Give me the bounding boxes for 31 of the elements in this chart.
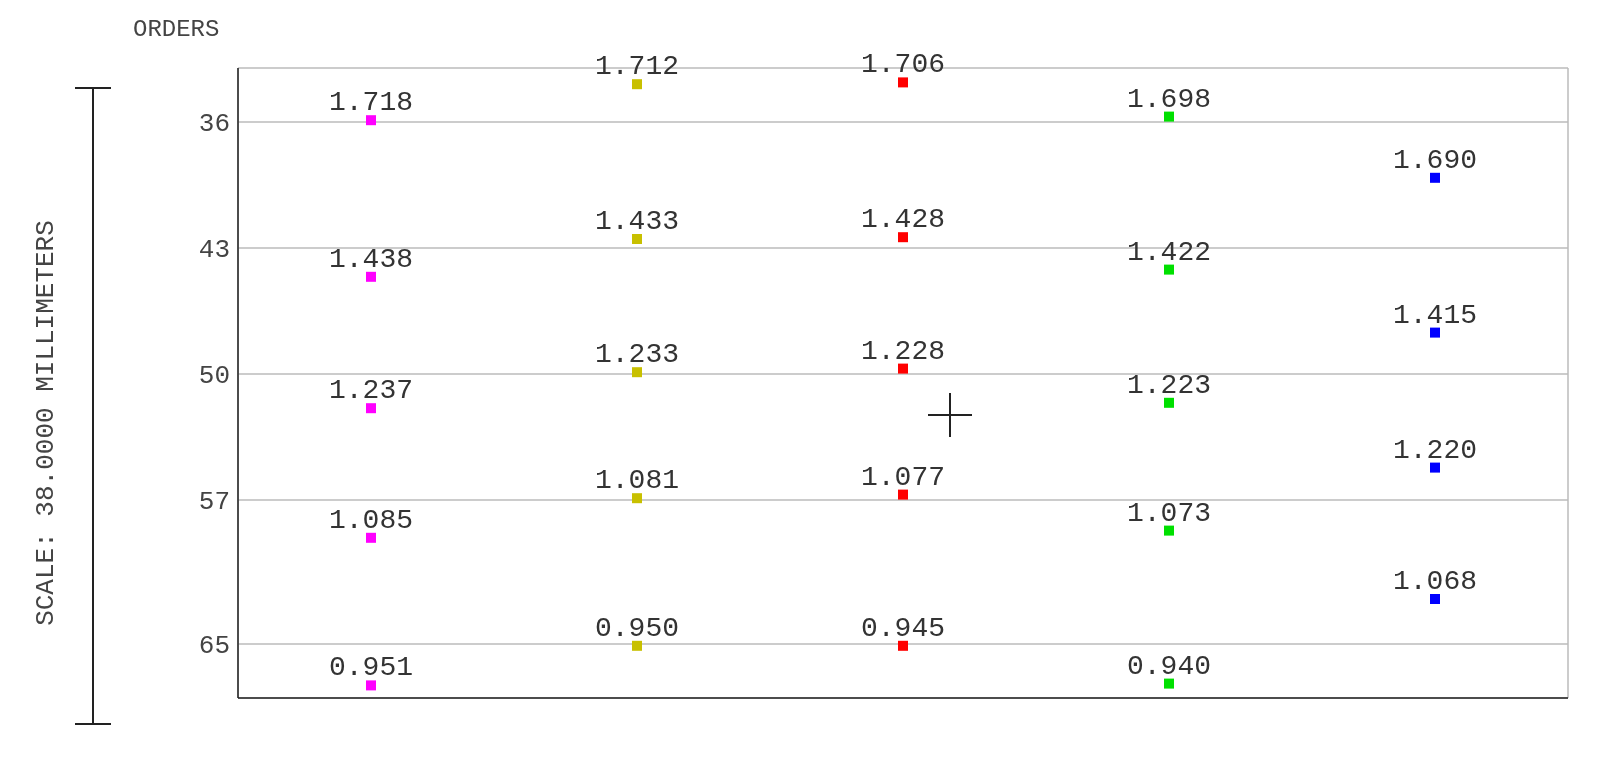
annotation: 0.940	[1126, 650, 1212, 682]
annotation: 1.712	[594, 51, 680, 83]
annotation: 1.228	[860, 335, 946, 367]
annotation: 1.718	[328, 87, 414, 119]
y-tick-label: 57	[198, 487, 230, 518]
annotation: 1.220	[1392, 434, 1478, 466]
annotation: 0.945	[860, 612, 946, 644]
annotation: 0.950	[594, 612, 680, 644]
annotation: 1.433	[594, 206, 680, 237]
y-axis-title: ORDERS	[133, 16, 220, 43]
annotation: 1.223	[1126, 369, 1212, 401]
annotation: 1.415	[1392, 299, 1478, 331]
y-tick-label: 43	[198, 235, 230, 266]
annotation: 1.698	[1126, 83, 1212, 115]
annotation: 1.237	[328, 375, 414, 407]
annotation: 1.422	[1126, 236, 1212, 268]
y-tick-label: 50	[198, 361, 230, 392]
y-tick-label: 36	[198, 109, 230, 140]
annotation: 1.077	[860, 461, 946, 493]
annotation: 1.438	[328, 243, 414, 275]
annotation: 1.068	[1392, 566, 1478, 597]
annotation: 0.951	[328, 652, 414, 684]
annotation: 1.690	[1392, 144, 1478, 176]
annotation: 1.073	[1126, 497, 1212, 529]
annotation: 1.085	[328, 504, 414, 536]
y-tick-label: 65	[198, 631, 230, 662]
annotation: 1.428	[860, 204, 946, 236]
annotation: 1.233	[594, 339, 680, 371]
text: SCALE: 38.0000 MILLIMETERS	[31, 219, 61, 628]
annotation: 1.081	[594, 465, 680, 497]
annotation: 1.706	[860, 49, 946, 81]
